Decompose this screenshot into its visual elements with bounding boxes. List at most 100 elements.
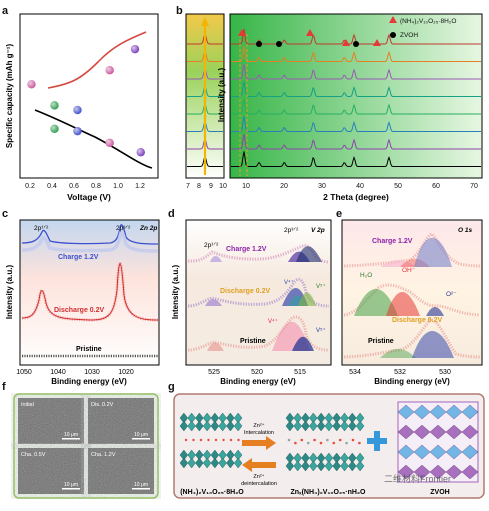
a-xtick-4: 0.8 (91, 183, 101, 190)
vanadium-polyhedron (309, 420, 318, 432)
zvoh-polyhedron (461, 404, 479, 420)
ion-dot (192, 438, 195, 442)
vanadium-polyhedron (332, 420, 341, 432)
zvoh-polyhedron (461, 464, 479, 480)
sem-scale-label: 10 μm (134, 482, 148, 488)
vanadium-polyhedron (187, 457, 196, 469)
a-point-highlight (73, 105, 82, 115)
ion-dot (345, 441, 348, 445)
b-right-xtick-1: 10 (242, 183, 250, 190)
vanadium-polyhedron (233, 420, 243, 432)
vanadium-polyhedron (285, 420, 295, 432)
panel-letter-a: a (2, 5, 9, 17)
b-legend-nvo: (NH₄)₂V₁₀O₂₅·8H₂O (400, 18, 456, 25)
vanadium-polyhedron (355, 460, 365, 472)
vanadium-polyhedron (218, 457, 227, 469)
ion-dot (351, 438, 355, 442)
a-point-highlight (130, 44, 140, 54)
ion-dot (326, 438, 329, 442)
sem-scale-bar (132, 488, 150, 490)
vanadium-polyhedron (348, 460, 357, 472)
b-right-curve (231, 151, 481, 167)
ion-dot (199, 438, 203, 442)
d-label-2p32: 2p³ᐟ² (284, 227, 299, 234)
d-label-2p12: 2p¹ᐟ² (204, 242, 219, 249)
g-arrow-top-ion: Zn²⁺ (253, 422, 264, 429)
g-label-middle: Znₓ(NH₄)₂V₁₀O₂₅·nH₂O (290, 489, 366, 496)
c-label-charge: Charge 1.2V (58, 254, 99, 261)
b-right-xtick-7: 70 (470, 183, 478, 190)
zvoh-polyhedron (397, 424, 415, 440)
zvoh-polyhedron (413, 444, 431, 460)
c-xtick-1: 1050 (16, 369, 32, 376)
g-label-left: (NH₄)₂V₁₀O₂₅·8H₂O (180, 489, 244, 496)
vanadium-polyhedron (293, 460, 302, 472)
b-left-xtick-4: 10 (219, 183, 227, 190)
vanadium-polyhedron (355, 420, 365, 432)
d-ylabel: Intensity (a.u.) (171, 265, 180, 320)
e-label-oh: OH⁻ (402, 267, 416, 274)
d-label-discharge: Discharge 0.2V (220, 288, 271, 295)
a-point-highlight (105, 138, 114, 148)
panel-d-chart: 2p³ᐟ² V 2p 2p¹ᐟ² Charge 1.2V Discharge 0… (171, 219, 332, 386)
sem-scale-label: 10 μm (134, 432, 148, 438)
vanadium-polyhedron (218, 420, 227, 432)
zvoh-polyhedron (461, 444, 479, 460)
zvoh-polyhedron (461, 424, 479, 440)
a-xtick-6: 1.2 (135, 183, 145, 190)
vanadium-polyhedron (226, 420, 235, 432)
c-xtick-2: 1040 (50, 369, 66, 376)
b-right-curve (231, 98, 481, 115)
c-ylabel: Intensity (a.u.) (5, 265, 14, 320)
ion-dot (287, 438, 291, 442)
zvoh-polyhedron (445, 464, 463, 480)
ion-dot (237, 438, 240, 442)
vanadium-polyhedron (316, 420, 326, 432)
sem-image-texture (88, 448, 154, 494)
e-label-o1s: O 1s (458, 227, 472, 234)
e-xlabel: Binding energy (eV) (374, 377, 450, 386)
g-arrow-top-label: Intercalation (244, 430, 274, 436)
b-right-xtick-2: 20 (280, 183, 288, 190)
d-xtick-3: 515 (294, 369, 306, 376)
vanadium-polyhedron (233, 457, 243, 469)
zvoh-polyhedron (413, 424, 431, 440)
b-right-curve (231, 46, 481, 62)
c-label-discharge: Discharge 0.2V (54, 307, 105, 314)
sem-scale-label: 10 μm (64, 482, 78, 488)
b-xlabel: 2 Theta (degree) (323, 192, 389, 202)
zvoh-polyhedron (397, 444, 415, 460)
vanadium-polyhedron (309, 460, 318, 472)
e-xtick-2: 532 (394, 369, 406, 376)
e-xtick-3: 530 (439, 369, 451, 376)
a-point-highlight (136, 148, 145, 157)
g-arrow-bottom-ion: Zn²⁺ (253, 473, 264, 480)
vanadium-polyhedron (202, 420, 212, 432)
a-xtick-3: 0.6 (69, 183, 79, 190)
ion-dot (294, 441, 297, 445)
a-ylabel: Specific capacity (mAh g⁻¹) (5, 44, 14, 149)
a-xtick-5: 1.0 (113, 183, 123, 190)
sem-image-texture (88, 398, 154, 444)
e-label-charge: Charge 1.2V (372, 238, 413, 245)
vanadium-polyhedron (210, 420, 220, 432)
ion-dot (300, 438, 304, 442)
ion-dot (229, 438, 233, 442)
vanadium-polyhedron (285, 460, 295, 472)
a-point-highlight (50, 101, 59, 110)
b-left-xtick-2: 8 (197, 183, 201, 190)
vanadium-polyhedron (324, 420, 334, 432)
vanadium-polyhedron (348, 420, 357, 432)
vanadium-polyhedron (293, 420, 302, 432)
vanadium-polyhedron (187, 420, 196, 432)
a-xtick-2: 0.4 (47, 183, 57, 190)
zvoh-polyhedron (413, 404, 431, 420)
ion-dot (222, 438, 225, 442)
zvoh-polyhedron (429, 404, 447, 420)
a-xlabel: Voltage (V) (67, 192, 111, 202)
sem-image-texture (18, 448, 84, 494)
vanadium-polyhedron (301, 460, 310, 472)
d-label-pristine: Pristine (240, 338, 266, 345)
a-point-highlight (105, 66, 114, 75)
